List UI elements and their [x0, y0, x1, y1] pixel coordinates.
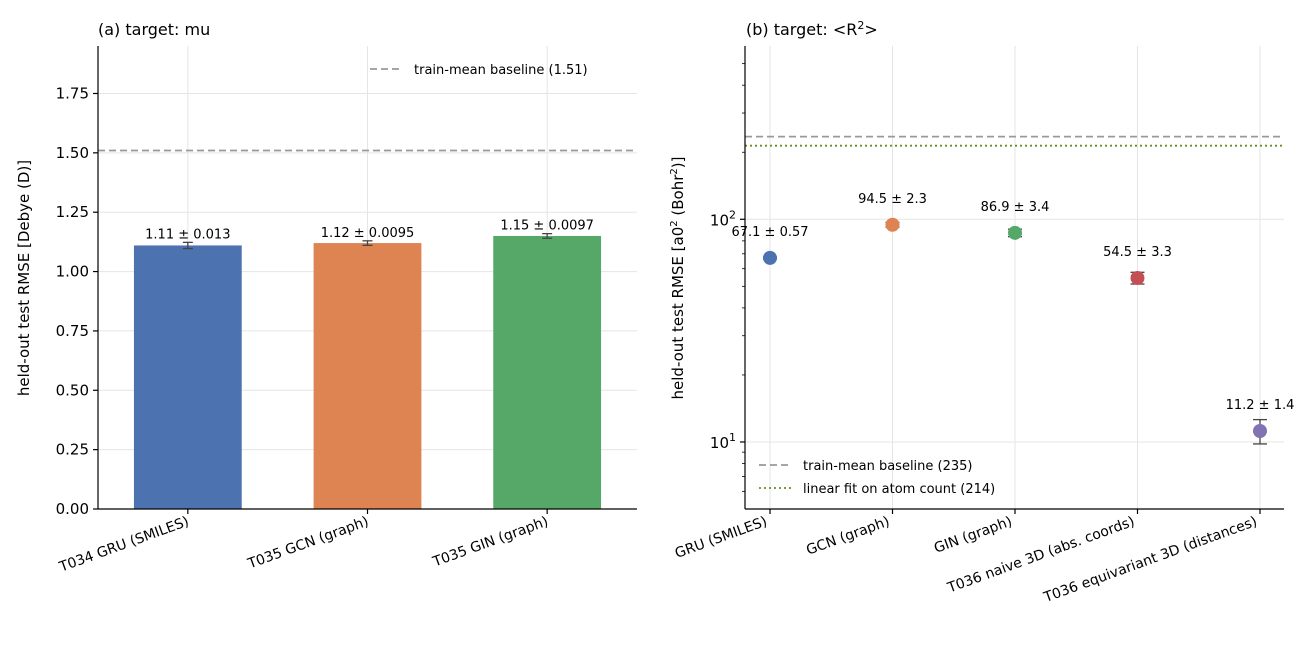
- panel-b-baselines: [745, 135, 1284, 147]
- panel-b-grid: [745, 46, 1284, 509]
- data-point: [763, 250, 777, 265]
- panel-b: 67.1 ± 0.57 94.5 ± 2.3 86.9 ± 3.4 54.5 ± 3.…: [669, 19, 1294, 606]
- panel-b-legend: train-mean baseline (235) linear fit on a…: [759, 459, 995, 497]
- y-tick-label: 1.75: [56, 84, 89, 102]
- y-tick-label: 0.75: [56, 322, 89, 340]
- panel-a-title: (a) target: mu: [98, 20, 210, 39]
- panel-b-value-labels: 67.1 ± 0.57 94.5 ± 2.3 86.9 ± 3.4 54.5 ± 3.…: [731, 192, 1294, 413]
- panel-a-y-axis-label: held-out test RMSE [Debye (D)]: [15, 160, 33, 396]
- x-tick-label: T035 GCN (graph): [245, 514, 371, 573]
- data-point: [1253, 424, 1267, 439]
- bar: [313, 243, 422, 510]
- y-tick-label: 102: [710, 208, 736, 229]
- data-point: [885, 217, 900, 232]
- panel-a-value-labels: 1.11 ± 0.013 1.12 ± 0.0095 1.15 ± 0.0097: [145, 219, 594, 243]
- panel-b-y-ticks: 101 102: [710, 63, 745, 492]
- value-label: 1.12 ± 0.0095: [321, 226, 415, 241]
- legend-label: train-mean baseline (235): [803, 459, 973, 474]
- value-label: 11.2 ± 1.4: [1226, 398, 1295, 413]
- panel-a-y-ticks: 0.00 0.25 0.50 0.75 1.00 1.25 1.50 1.75: [56, 84, 98, 518]
- x-tick-label: GRU (SMILES): [673, 514, 769, 562]
- y-tick-label: 0.50: [56, 381, 89, 399]
- data-point: [1008, 225, 1022, 240]
- panel-a-legend: train-mean baseline (1.51): [370, 63, 588, 78]
- legend-label: linear fit on atom count (214): [803, 482, 995, 497]
- y-tick-label: 0.25: [56, 441, 89, 459]
- value-label: 1.11 ± 0.013: [145, 227, 230, 242]
- value-label: 54.5 ± 3.3: [1103, 245, 1172, 260]
- value-label: 86.9 ± 3.4: [981, 200, 1050, 215]
- y-tick-label: 1.25: [56, 203, 89, 221]
- x-tick-label: T036 equivariant 3D (distances): [1041, 514, 1259, 607]
- panel-b-y-axis-label: held-out test RMSE [a02 (Bohr2)]: [669, 157, 687, 400]
- x-tick-label: GIN (graph): [932, 514, 1014, 557]
- y-tick-label: 0.00: [56, 500, 89, 518]
- data-point: [1130, 270, 1145, 285]
- panel-a-x-ticks: T034 GRU (SMILES) T035 GCN (graph) T035 GI…: [56, 509, 551, 576]
- value-label: 67.1 ± 0.57: [731, 225, 808, 240]
- panel-b-points: [763, 217, 1267, 439]
- panel-a: 1.11 ± 0.013 1.12 ± 0.0095 1.15 ± 0.0097 0…: [15, 20, 637, 576]
- bar: [493, 235, 602, 509]
- y-tick-label: 101: [710, 431, 736, 452]
- x-tick-label: T034 GRU (SMILES): [56, 514, 191, 576]
- panel-a-error-bars: [182, 232, 553, 250]
- y-tick-label: 1.00: [56, 263, 89, 281]
- x-tick-label: T035 GIN (graph): [430, 514, 551, 571]
- value-label: 1.15 ± 0.0097: [500, 219, 594, 234]
- panel-b-title: (b) target: <R2>: [746, 19, 878, 39]
- panel-a-bars: [133, 235, 602, 510]
- y-tick-label: 1.50: [56, 144, 89, 162]
- panel-b-x-ticks: GRU (SMILES) GCN (graph) GIN (graph)T036 n…: [673, 509, 1261, 607]
- bar: [133, 245, 242, 509]
- x-tick-label: GCN (graph): [804, 514, 892, 559]
- value-label: 94.5 ± 2.3: [858, 192, 927, 207]
- legend-label: train-mean baseline (1.51): [414, 63, 588, 78]
